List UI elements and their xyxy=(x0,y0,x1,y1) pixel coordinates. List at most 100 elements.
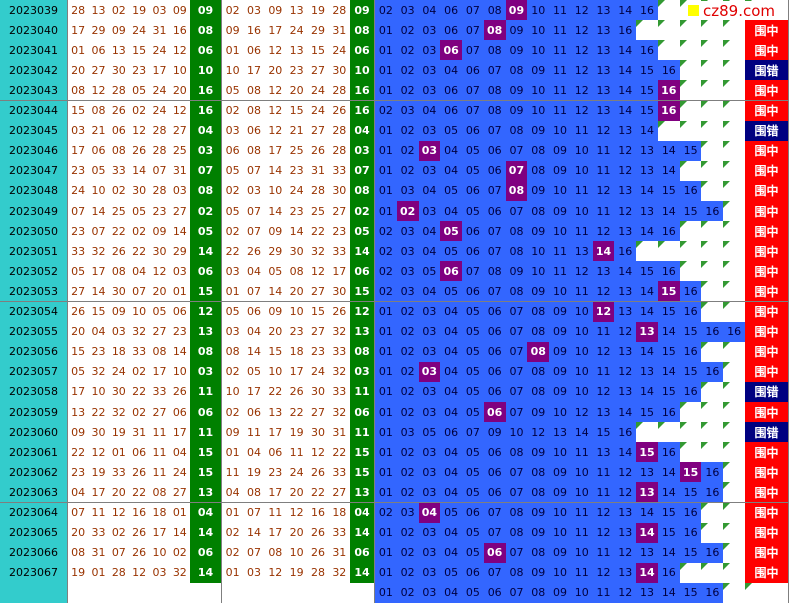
candidate-cell: 11 xyxy=(549,241,572,263)
draw-number: 14 xyxy=(129,160,151,182)
candidate-cell: 04 xyxy=(440,361,464,383)
candidate-cell: 07 xyxy=(483,180,507,202)
issue: 2023054 xyxy=(0,301,68,323)
candidate-cell: 15 xyxy=(657,381,681,403)
blue-number: 06 xyxy=(190,40,222,62)
candidate-cell: 06 xyxy=(483,442,507,464)
sorted-number: 27 xyxy=(307,60,330,82)
candidate-cell: 02 xyxy=(396,462,420,484)
draw-number: 03 xyxy=(108,321,130,343)
blue-number: 15 xyxy=(190,442,222,464)
hit-cell: 06 xyxy=(440,40,464,62)
candidate-cell: 10 xyxy=(570,140,594,162)
candidate-cell: 02 xyxy=(375,261,398,283)
sorted-number: 11 xyxy=(222,462,245,484)
hit-cell: 14 xyxy=(636,522,659,544)
candidate-cell: 13 xyxy=(592,60,616,82)
candidate-cell: 10 xyxy=(549,522,572,544)
empty-cell xyxy=(701,221,725,243)
draw-number xyxy=(108,582,130,603)
candidate-cell: 11 xyxy=(549,0,572,22)
candidate-cell: 13 xyxy=(592,402,616,424)
draw-number: 10 xyxy=(88,381,110,403)
empty-cell xyxy=(701,442,725,464)
draw-number: 33 xyxy=(108,462,130,484)
issue: 2023042 xyxy=(0,60,68,82)
draw-number: 05 xyxy=(129,80,151,102)
candidate-cell: 01 xyxy=(375,201,398,223)
candidate-cell: 07 xyxy=(505,201,529,223)
candidate-cell: 15 xyxy=(679,542,703,564)
result: 围中 xyxy=(745,40,789,62)
logo-text: cz89.com xyxy=(703,1,776,20)
candidate-cell: 13 xyxy=(614,180,638,202)
draw-number: 31 xyxy=(129,422,151,444)
candidate-cell: 14 xyxy=(636,341,659,363)
candidate-cell: 11 xyxy=(549,261,572,283)
sorted-number: 22 xyxy=(286,402,309,424)
sorted-number: 03 xyxy=(222,120,245,142)
candidate-cell: 04 xyxy=(440,140,464,162)
candidate-cell: 13 xyxy=(636,201,659,223)
candidate-cell: 08 xyxy=(527,482,551,504)
sorted-number: 30 xyxy=(307,422,330,444)
candidate-cell: 06 xyxy=(462,502,485,524)
candidate-cell: 10 xyxy=(570,482,594,504)
empty-cell xyxy=(636,241,659,263)
sorted-number: 14 xyxy=(286,221,309,243)
candidate-cell: 08 xyxy=(483,100,507,122)
sorted-number: 06 xyxy=(243,402,266,424)
candidate-cell: 01 xyxy=(375,422,398,444)
sorted-number: 26 xyxy=(307,140,330,162)
blue-number: 16 xyxy=(350,80,375,102)
sorted-number: 21 xyxy=(286,120,309,142)
candidate-cell: 16 xyxy=(614,20,638,42)
result: 围中 xyxy=(745,361,789,383)
candidate-cell: 01 xyxy=(375,60,398,82)
draw-number: 20 xyxy=(68,60,90,82)
candidate-cell: 03 xyxy=(418,301,442,323)
issue: 2023065 xyxy=(0,522,68,544)
candidate-cell: 07 xyxy=(483,562,507,584)
sorted-number: 28 xyxy=(328,0,351,22)
hit-cell: 08 xyxy=(527,341,551,363)
candidate-cell: 13 xyxy=(592,442,616,464)
candidate-cell: 16 xyxy=(679,381,703,403)
sorted-number: 27 xyxy=(307,402,330,424)
sorted-number: 17 xyxy=(286,361,309,383)
hit-cell: 09 xyxy=(505,0,529,22)
sorted-number: 31 xyxy=(328,422,351,444)
candidate-cell: 05 xyxy=(462,482,485,504)
candidate-cell: 10 xyxy=(549,562,572,584)
issue: 2023052 xyxy=(0,261,68,283)
candidate-cell: 05 xyxy=(462,582,485,603)
empty-cell xyxy=(701,180,725,202)
candidate-cell: 14 xyxy=(657,201,681,223)
sorted-number: 08 xyxy=(243,140,266,162)
candidate-cell: 10 xyxy=(570,361,594,383)
hit-cell: 06 xyxy=(483,542,507,564)
candidate-cell: 01 xyxy=(375,522,398,544)
draw-number: 02 xyxy=(108,0,130,22)
sorted-number: 03 xyxy=(222,321,245,343)
blue-number: 09 xyxy=(350,0,375,22)
candidate-cell: 02 xyxy=(396,120,420,142)
sorted-number: 11 xyxy=(243,422,266,444)
sorted-number: 17 xyxy=(328,261,351,283)
draw-number: 07 xyxy=(108,542,130,564)
candidate-cell: 14 xyxy=(614,402,638,424)
blue-number: 06 xyxy=(350,261,375,283)
candidate-cell: 02 xyxy=(396,160,420,182)
result: 围中 xyxy=(745,562,789,584)
draw-number: 33 xyxy=(68,241,90,263)
draw-number: 26 xyxy=(129,542,151,564)
sorted-number: 19 xyxy=(243,462,266,484)
sorted-number: 02 xyxy=(222,402,245,424)
draw-number xyxy=(169,582,191,603)
sorted-number: 02 xyxy=(222,542,245,564)
candidate-cell: 16 xyxy=(657,442,681,464)
draw-number: 04 xyxy=(68,482,90,504)
draw-number: 11 xyxy=(149,442,171,464)
draw-number: 02 xyxy=(129,361,151,383)
candidate-cell: 16 xyxy=(701,361,725,383)
